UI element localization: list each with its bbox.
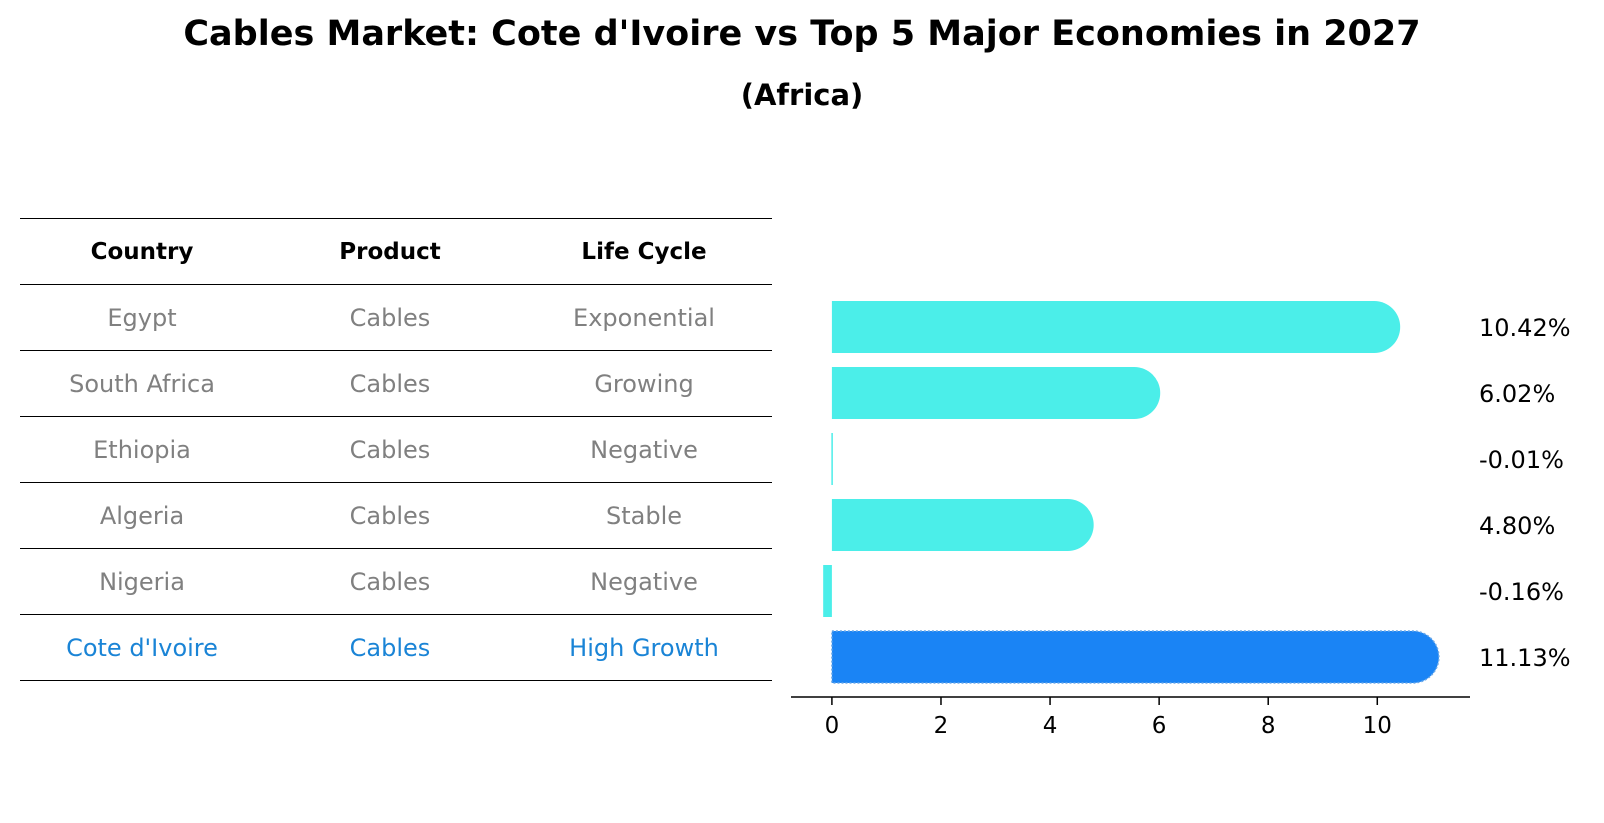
value-label: 6.02% bbox=[1479, 380, 1555, 408]
cell-country: Ethiopia bbox=[93, 435, 191, 464]
cell-country: South Africa bbox=[69, 369, 215, 398]
bar-ethiopia bbox=[831, 433, 833, 485]
value-label: 11.13% bbox=[1479, 644, 1571, 672]
value-label: -0.01% bbox=[1479, 446, 1564, 474]
value-label: 10.42% bbox=[1479, 314, 1571, 342]
table-row: Egypt Cables Exponential bbox=[20, 285, 772, 351]
x-tick-label: 8 bbox=[1261, 713, 1276, 739]
bar-south-africa bbox=[831, 367, 1161, 419]
bar-cote-d-ivoire bbox=[831, 630, 1440, 684]
value-label: -0.16% bbox=[1479, 578, 1564, 606]
market-table: Country Product Life Cycle Egypt Cables … bbox=[20, 218, 772, 681]
x-tick-label: 6 bbox=[1152, 713, 1167, 739]
cell-country: Algeria bbox=[99, 501, 185, 530]
header-life-cycle: Life Cycle bbox=[581, 238, 707, 265]
x-tick-label: 2 bbox=[934, 713, 949, 739]
cell-country: Nigeria bbox=[99, 567, 185, 596]
cell-life-cycle: High Growth bbox=[569, 633, 719, 662]
cell-life-cycle: Stable bbox=[605, 501, 683, 530]
cell-product: Cables bbox=[349, 369, 431, 398]
chart-title: Cables Market: Cote d'Ivoire vs Top 5 Ma… bbox=[183, 14, 1421, 54]
bar-egypt bbox=[831, 301, 1401, 353]
cell-product: Cables bbox=[349, 633, 431, 662]
cell-product: Cables bbox=[349, 435, 431, 464]
table-row-highlighted: Cote d'Ivoire Cables High Growth bbox=[20, 615, 772, 681]
cell-product: Cables bbox=[349, 567, 431, 596]
x-tick-label: 4 bbox=[1043, 713, 1058, 739]
table-header-row: Country Product Life Cycle bbox=[20, 218, 772, 285]
header-country: Country bbox=[90, 238, 194, 265]
cell-product: Cables bbox=[349, 501, 431, 530]
cell-life-cycle: Exponential bbox=[573, 303, 715, 332]
table-row: Nigeria Cables Negative bbox=[20, 549, 772, 615]
cell-country: Egypt bbox=[107, 303, 177, 332]
x-tick-label: 0 bbox=[825, 713, 840, 739]
table-row: Algeria Cables Stable bbox=[20, 483, 772, 549]
bar-nigeria bbox=[823, 565, 832, 617]
cell-product: Cables bbox=[349, 303, 431, 332]
table-row: Ethiopia Cables Negative bbox=[20, 417, 772, 483]
x-tick-label: 10 bbox=[1363, 713, 1392, 739]
header-product: Product bbox=[339, 238, 441, 265]
cell-country: Cote d'Ivoire bbox=[66, 633, 218, 662]
bar-algeria bbox=[831, 499, 1094, 551]
cell-life-cycle: Negative bbox=[590, 435, 698, 464]
table-row: South Africa Cables Growing bbox=[20, 351, 772, 417]
chart-subtitle: (Africa) bbox=[740, 78, 864, 112]
cell-life-cycle: Growing bbox=[594, 369, 694, 398]
cell-life-cycle: Negative bbox=[590, 567, 698, 596]
value-label: 4.80% bbox=[1479, 512, 1555, 540]
